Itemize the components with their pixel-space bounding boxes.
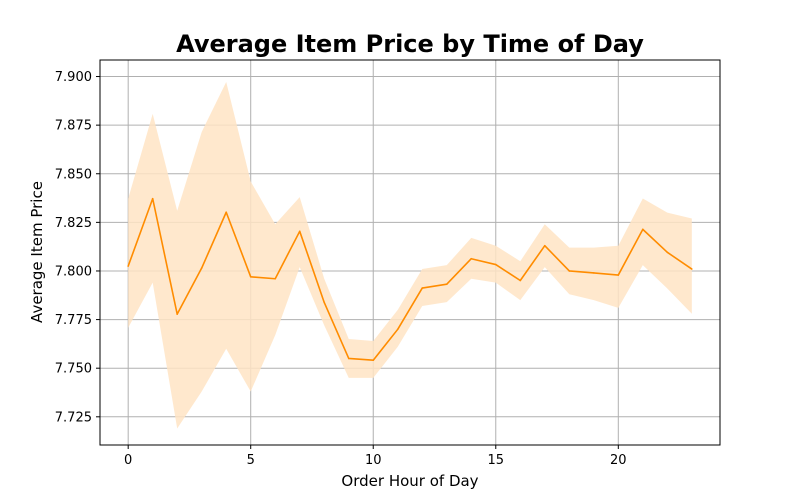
y-axis-label: Average Item Price: [28, 181, 46, 323]
x-tick-label: 10: [365, 453, 382, 468]
x-tick-label: 5: [247, 453, 255, 468]
chart-title: Average Item Price by Time of Day: [176, 30, 644, 58]
data-point: [372, 359, 375, 362]
x-axis-label: Order Hour of Day: [341, 472, 478, 490]
y-tick-label: 7.725: [55, 410, 92, 425]
data-point: [298, 230, 301, 233]
x-tick-label: 0: [124, 453, 132, 468]
plot-frame: [99, 59, 721, 446]
data-point: [249, 276, 252, 278]
series-line-layer: [127, 197, 693, 362]
data-point: [200, 267, 203, 269]
data-point: [691, 268, 693, 270]
data-point: [666, 251, 669, 254]
data-point: [323, 301, 326, 304]
data-point: [225, 211, 228, 214]
confidence-band-layer: [128, 81, 692, 429]
data-point: [151, 197, 154, 200]
data-point: [347, 357, 350, 360]
data-point: [568, 270, 571, 272]
data-point: [592, 272, 595, 274]
data-point: [494, 263, 497, 266]
data-point: [543, 244, 546, 247]
data-point: [396, 328, 399, 331]
data-point: [642, 228, 644, 231]
data-point: [421, 287, 424, 289]
x-tick-label: 20: [610, 453, 627, 468]
y-tick-label: 7.900: [55, 70, 92, 85]
data-point: [470, 257, 473, 260]
y-tick-label: 7.850: [55, 167, 92, 182]
data-point: [176, 313, 178, 315]
series-line: [127, 197, 693, 362]
y-axis-ticks: 7.725 7.750 7.775 7.800 7.825 7.850 7.875 7.900: [55, 70, 100, 425]
data-point: [274, 277, 277, 280]
x-tick-label: 15: [487, 453, 504, 468]
data-point: [127, 265, 129, 267]
data-point: [617, 274, 620, 276]
data-point: [445, 283, 448, 285]
y-tick-label: 7.775: [55, 313, 92, 328]
y-tick-label: 7.825: [55, 216, 92, 231]
y-tick-label: 7.800: [55, 264, 92, 279]
data-point: [519, 279, 522, 282]
y-tick-label: 7.875: [55, 119, 92, 134]
confidence-band: [128, 81, 692, 429]
y-tick-label: 7.750: [55, 362, 92, 377]
x-axis-ticks: 0 5 10 15 20: [124, 445, 627, 468]
